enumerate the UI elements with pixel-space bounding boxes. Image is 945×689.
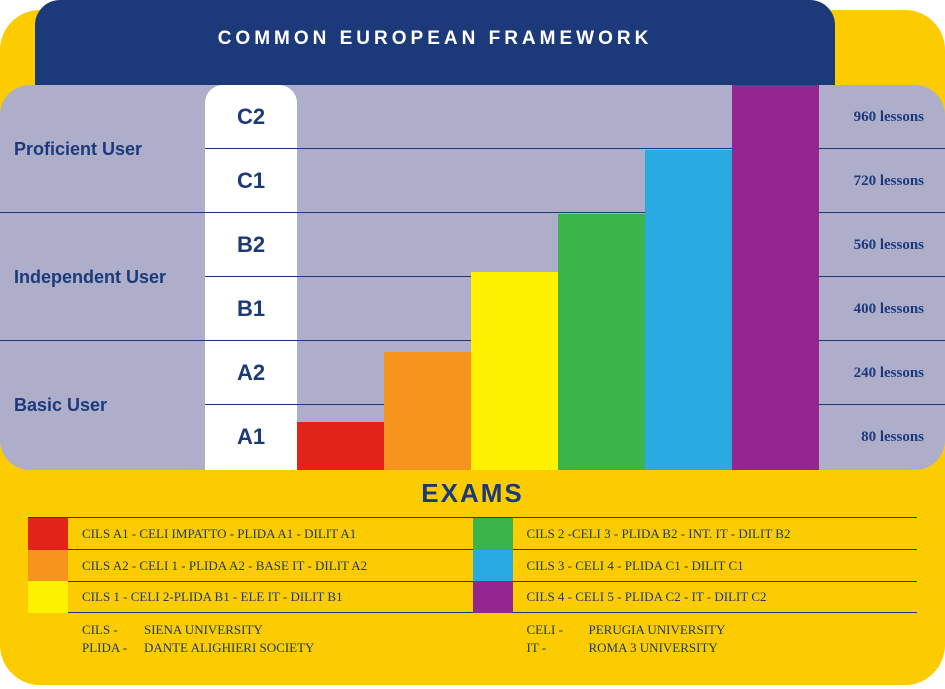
exam-swatch: [473, 550, 513, 582]
chart-bar: [558, 214, 645, 470]
footer-org: DANTE ALIGHIERI SOCIETY: [144, 640, 314, 655]
level-code: B2: [205, 213, 297, 277]
exams-section: EXAMS CILS A1 - CELI IMPATTO - PLIDA A1 …: [0, 478, 945, 657]
exam-swatch: [473, 518, 513, 550]
exam-text: CILS 4 - CELI 5 - PLIDA C2 - IT - DILIT …: [513, 589, 767, 605]
chart-bar: [471, 272, 558, 470]
lessons-label: 400 lessons: [822, 277, 942, 341]
footer-line: IT -ROMA 3 UNIVERSITY: [527, 639, 918, 657]
exam-row: CILS A1 - CELI IMPATTO - PLIDA A1 - DILI…: [28, 517, 473, 549]
exam-column-left: CILS A1 - CELI IMPATTO - PLIDA A1 - DILI…: [28, 517, 473, 613]
exam-text: CILS 2 -CELI 3 - PLIDA B2 - INT. IT - DI…: [513, 526, 791, 542]
level-code: A1: [205, 405, 297, 469]
lessons-label: 720 lessons: [822, 149, 942, 213]
footer-abbr: IT -: [527, 639, 589, 657]
exam-row: CILS A2 - CELI 1 - PLIDA A2 - BASE IT - …: [28, 549, 473, 581]
lessons-label: 240 lessons: [822, 341, 942, 405]
lessons-label: 560 lessons: [822, 213, 942, 277]
exam-text: CILS 3 - CELI 4 - PLIDA C1 - DILIT C1: [513, 558, 744, 574]
footer-abbr: CILS -: [82, 621, 144, 639]
chart-bar: [732, 85, 819, 470]
footer-org: SIENA UNIVERSITY: [144, 622, 263, 637]
exam-grid: CILS A1 - CELI IMPATTO - PLIDA A1 - DILI…: [0, 517, 945, 613]
footer-col-right: CELI -PERUGIA UNIVERSITYIT -ROMA 3 UNIVE…: [473, 621, 918, 657]
level-code: C1: [205, 149, 297, 213]
footer-abbr: CELI -: [527, 621, 589, 639]
footer-info: CILS -SIENA UNIVERSITYPLIDA -DANTE ALIGH…: [0, 613, 945, 657]
footer-abbr: PLIDA -: [82, 639, 144, 657]
exam-column-right: CILS 2 -CELI 3 - PLIDA B2 - INT. IT - DI…: [473, 517, 918, 613]
exam-row: CILS 4 - CELI 5 - PLIDA C2 - IT - DILIT …: [473, 581, 918, 613]
chart-bar: [645, 150, 732, 470]
exam-row: CILS 2 -CELI 3 - PLIDA B2 - INT. IT - DI…: [473, 517, 918, 549]
header-bar: COMMON EUROPEAN FRAMEWORK: [35, 0, 835, 85]
chart-bar: [297, 422, 384, 470]
exam-row: CILS 3 - CELI 4 - PLIDA C1 - DILIT C1: [473, 549, 918, 581]
exam-text: CILS 1 - CELI 2-PLIDA B1 - ELE IT - DILI…: [68, 589, 343, 605]
exam-text: CILS A2 - CELI 1 - PLIDA A2 - BASE IT - …: [68, 558, 367, 574]
level-code: A2: [205, 341, 297, 405]
footer-col-left: CILS -SIENA UNIVERSITYPLIDA -DANTE ALIGH…: [28, 621, 473, 657]
footer-line: CILS -SIENA UNIVERSITY: [82, 621, 473, 639]
chart-bar: [384, 352, 471, 470]
exam-swatch: [473, 581, 513, 613]
header-title: COMMON EUROPEAN FRAMEWORK: [218, 28, 653, 49]
exam-row: CILS 1 - CELI 2-PLIDA B1 - ELE IT - DILI…: [28, 581, 473, 613]
level-code: B1: [205, 277, 297, 341]
user-group-label: Basic User: [0, 341, 205, 469]
footer-line: CELI -PERUGIA UNIVERSITY: [527, 621, 918, 639]
lessons-label: 80 lessons: [822, 405, 942, 469]
chart-panel: Proficient UserIndependent UserBasic Use…: [0, 85, 945, 470]
level-code: C2: [205, 85, 297, 149]
exam-swatch: [28, 581, 68, 613]
exam-swatch: [28, 518, 68, 550]
footer-line: PLIDA -DANTE ALIGHIERI SOCIETY: [82, 639, 473, 657]
exams-title: EXAMS: [0, 478, 945, 517]
lessons-label: 960 lessons: [822, 85, 942, 149]
footer-org: PERUGIA UNIVERSITY: [589, 622, 726, 637]
footer-org: ROMA 3 UNIVERSITY: [589, 640, 718, 655]
exam-swatch: [28, 550, 68, 582]
exam-text: CILS A1 - CELI IMPATTO - PLIDA A1 - DILI…: [68, 526, 356, 542]
